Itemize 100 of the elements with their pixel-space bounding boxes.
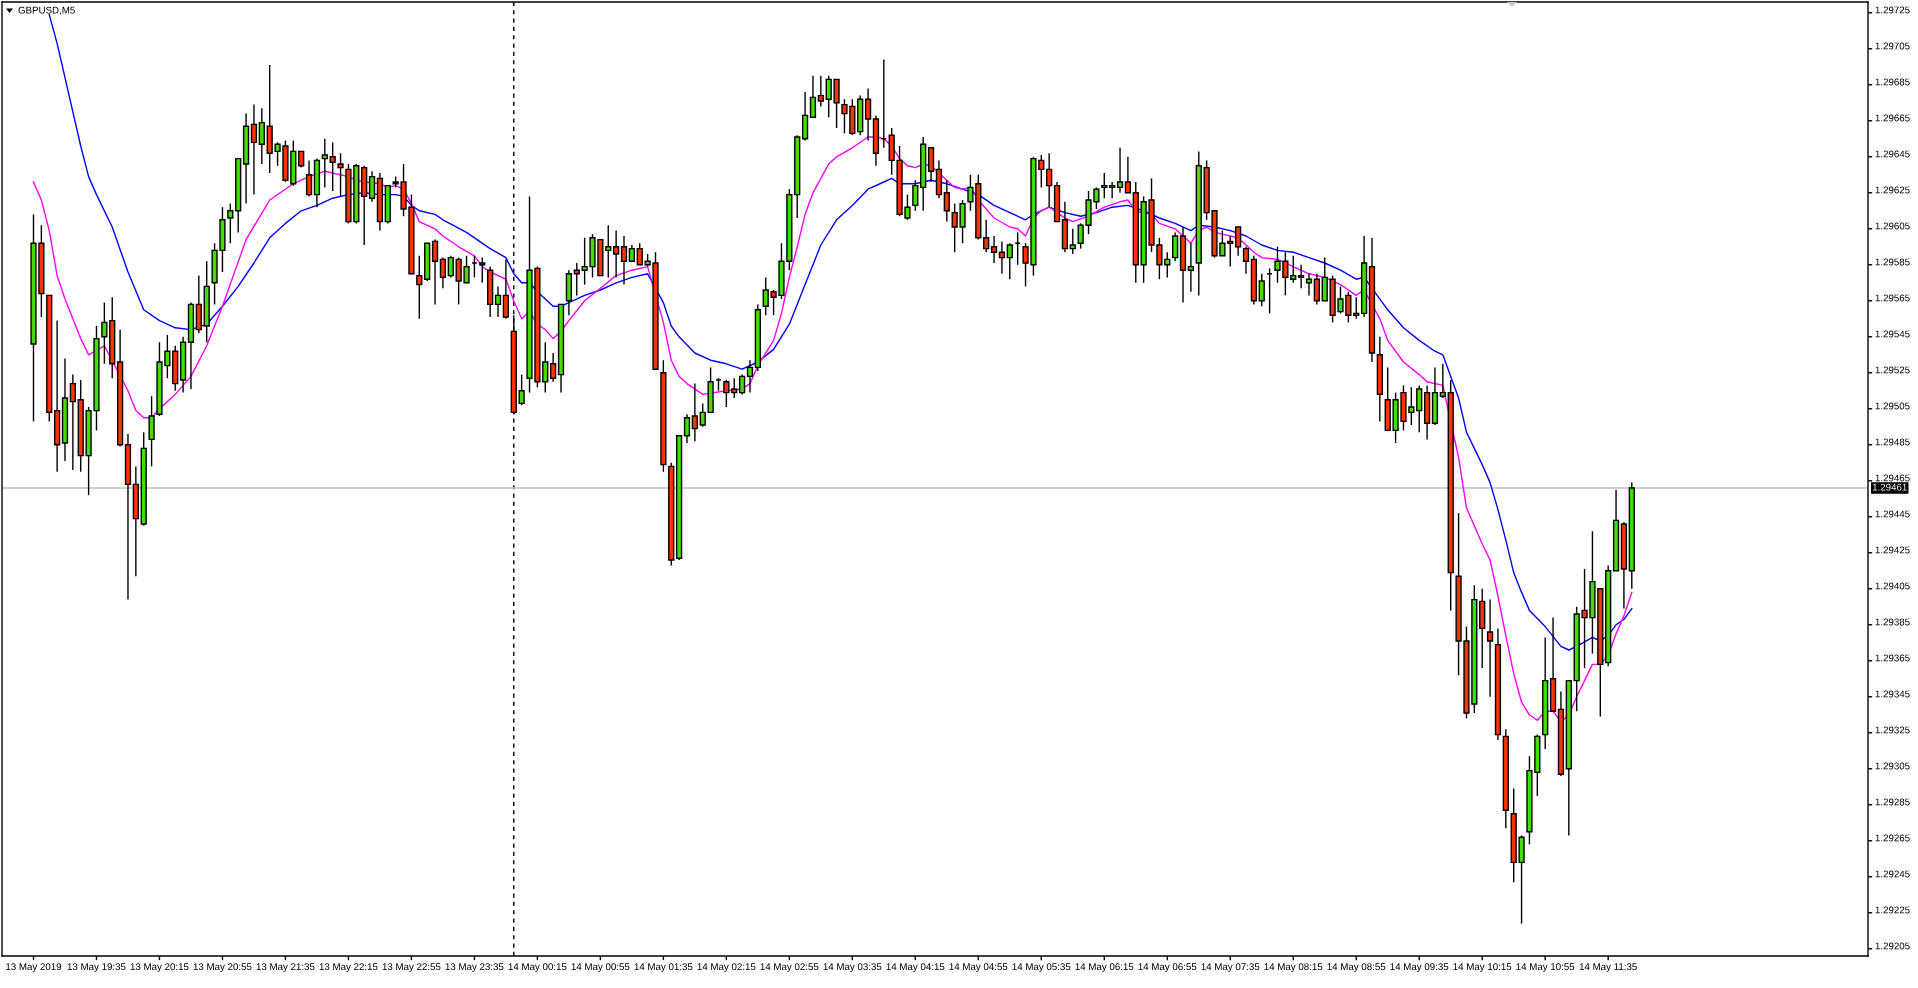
candlestick <box>148 395 155 468</box>
x-tick-label: 14 May 05:35 <box>1012 963 1071 973</box>
candlestick <box>990 235 998 264</box>
x-tick-label: 13 May 2019 <box>6 963 62 973</box>
y-tick-label: 1.29665 <box>1875 114 1910 122</box>
y-tick-label: 1.29265 <box>1875 834 1910 842</box>
candlestick <box>1242 246 1250 275</box>
x-tick-label: 13 May 23:35 <box>445 963 504 973</box>
candlestick <box>809 75 817 118</box>
candlestick <box>691 382 698 442</box>
y-tick-label: 1.29685 <box>1875 78 1910 86</box>
candlestick <box>801 91 809 142</box>
x-tick-label: 14 May 10:15 <box>1453 963 1512 973</box>
y-tick-label: 1.29205 <box>1875 942 1910 950</box>
x-tick-label: 14 May 06:55 <box>1138 963 1197 973</box>
x-tick-label: 14 May 10:55 <box>1516 963 1575 973</box>
candlestick <box>1109 181 1116 199</box>
y-tick-label: 1.29565 <box>1875 294 1910 302</box>
candlestick <box>683 413 691 444</box>
x-tick-label: 14 May 03:35 <box>823 963 882 973</box>
y-tick-label: 1.29425 <box>1875 546 1910 554</box>
candlestick <box>329 141 336 192</box>
candlestick <box>550 352 557 383</box>
candlestick <box>518 373 525 406</box>
chart-title: GBPUSD,M5 <box>18 6 75 15</box>
candlestick <box>1046 152 1053 208</box>
y-tick-label: 1.29385 <box>1875 618 1910 626</box>
y-tick-label: 1.29245 <box>1875 870 1910 878</box>
candlestick <box>1297 264 1305 289</box>
candlestick <box>943 179 950 223</box>
line-series <box>32 136 1633 723</box>
x-tick-label: 14 May 09:35 <box>1390 963 1449 973</box>
x-tick-label: 14 May 11:35 <box>1579 963 1637 973</box>
x-tick-label: 14 May 07:35 <box>1201 963 1260 973</box>
y-tick-label: 1.29445 <box>1875 510 1910 518</box>
candlestick <box>723 379 730 408</box>
candlestick <box>1124 156 1132 194</box>
candlestick <box>1353 296 1360 320</box>
candlestick <box>620 235 628 286</box>
x-tick-label: 14 May 08:55 <box>1327 963 1386 973</box>
candlestick <box>731 377 738 399</box>
y-tick-label: 1.29485 <box>1875 438 1910 446</box>
y-tick-label: 1.29645 <box>1875 150 1910 158</box>
candlestick <box>1006 242 1013 280</box>
x-tick-label: 13 May 20:15 <box>130 963 189 973</box>
candlestick <box>479 256 486 284</box>
candlestick <box>1116 147 1124 194</box>
candlestick <box>1486 598 1494 698</box>
candlestick <box>1313 273 1320 306</box>
candlestick <box>1439 363 1446 399</box>
y-tick-label: 1.29345 <box>1875 690 1910 698</box>
x-tick-label: 14 May 04:55 <box>949 963 1008 973</box>
candlestick <box>983 219 990 253</box>
candlestick <box>337 152 344 198</box>
x-tick-label: 13 May 22:15 <box>319 963 378 973</box>
y-tick-label: 1.29605 <box>1875 222 1910 230</box>
x-tick-label: 14 May 02:15 <box>697 963 756 973</box>
candlestick <box>1069 228 1076 255</box>
x-tick-label: 14 May 08:15 <box>1264 963 1323 973</box>
y-tick-label: 1.29525 <box>1875 366 1910 374</box>
y-tick-label: 1.29405 <box>1875 582 1910 590</box>
x-tick-label: 14 May 01:35 <box>634 963 693 973</box>
candlestick <box>439 256 447 289</box>
y-tick-label: 1.29365 <box>1875 654 1910 662</box>
x-tick-label: 13 May 19:35 <box>67 963 126 973</box>
candlestick <box>447 255 454 279</box>
candlestick <box>258 107 265 165</box>
line-series <box>48 13 1633 651</box>
candlestick <box>368 170 376 203</box>
x-tick-label: 14 May 00:55 <box>571 963 630 973</box>
candlestick <box>305 159 313 198</box>
x-tick-label: 14 May 06:15 <box>1075 963 1134 973</box>
x-tick-label: 14 May 02:55 <box>760 963 819 973</box>
y-tick-label: 1.29505 <box>1875 402 1910 410</box>
candlestick <box>1172 231 1179 262</box>
candlestick <box>1416 384 1423 433</box>
candlestick <box>494 285 502 318</box>
candlestick <box>227 202 234 244</box>
y-tick-label: 1.29285 <box>1875 798 1910 806</box>
candlestick <box>101 301 108 365</box>
candlestick <box>431 238 439 306</box>
candlestick <box>502 258 510 320</box>
y-tick-label: 1.29305 <box>1875 762 1910 770</box>
candlestick <box>1234 226 1242 257</box>
candlestick <box>927 147 935 183</box>
y-tick-label: 1.29225 <box>1875 906 1910 914</box>
x-tick-label: 13 May 21:35 <box>256 963 315 973</box>
candlestick <box>416 255 423 320</box>
y-tick-label: 1.29625 <box>1875 186 1910 194</box>
y-tick-label: 1.29725 <box>1875 6 1910 14</box>
ref-line-label: 1.29461 <box>1872 483 1907 491</box>
candlestick <box>612 229 620 279</box>
candlestick <box>250 103 258 196</box>
candlestick <box>746 359 754 394</box>
candlestick <box>1101 172 1108 199</box>
y-tick-label: 1.29325 <box>1875 726 1910 734</box>
y-tick-label: 1.29465 <box>1875 474 1910 482</box>
candlestick <box>1258 273 1265 307</box>
candlestick <box>1187 242 1195 293</box>
candlestick <box>912 179 919 212</box>
